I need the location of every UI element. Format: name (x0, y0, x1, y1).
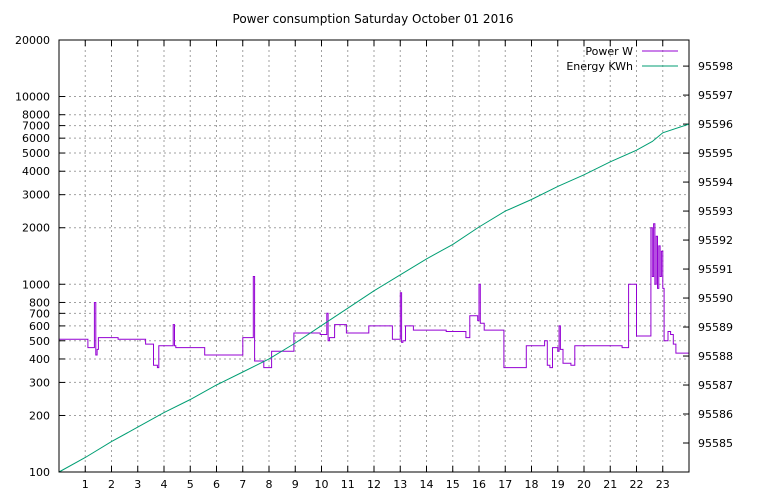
y-right-tick-label: 95598 (698, 60, 733, 73)
y-left-tick-label: 2000 (22, 222, 50, 235)
x-tick-label: 11 (341, 478, 355, 491)
grid (59, 40, 689, 472)
x-tick-label: 14 (420, 478, 434, 491)
y-left-tick-label: 5000 (22, 147, 50, 160)
y-right-tick-label: 95595 (698, 147, 733, 160)
y-left-tick-label: 6000 (22, 132, 50, 145)
y-left-tick-label: 1000 (22, 278, 50, 291)
x-tick-label: 19 (551, 478, 565, 491)
y-left-tick-label: 300 (29, 376, 50, 389)
x-tick-label: 10 (315, 478, 329, 491)
series-line-power-w (59, 223, 690, 369)
x-tick-label: 15 (446, 478, 460, 491)
y-right-tick-label: 95589 (698, 321, 733, 334)
y-right-tick-label: 95591 (698, 263, 733, 276)
chart-title: Power consumption Saturday October 01 20… (233, 12, 514, 26)
y-right-tick-label: 95596 (698, 118, 733, 131)
x-tick-label: 22 (630, 478, 644, 491)
y-left-tick-label: 3000 (22, 189, 50, 202)
x-tick-label: 6 (213, 478, 220, 491)
y-left-tick-label: 4000 (22, 165, 50, 178)
series-layer (58, 123, 690, 473)
x-tick-label: 1 (82, 478, 89, 491)
x-tick-label: 21 (603, 478, 617, 491)
x-tick-label: 13 (393, 478, 407, 491)
y-right-tick-label: 95594 (698, 176, 733, 189)
y-left-tick-label: 7000 (22, 120, 50, 133)
x-tick-label: 23 (656, 478, 670, 491)
x-tick-label: 9 (292, 478, 299, 491)
y-right-tick-label: 95590 (698, 292, 733, 305)
x-tick-label: 3 (134, 478, 141, 491)
x-tick-label: 7 (239, 478, 246, 491)
y-right-tick-label: 95588 (698, 350, 733, 363)
legend-label: Power W (585, 45, 633, 58)
y-left-tick-label: 600 (29, 320, 50, 333)
plot-frame (58, 39, 690, 473)
y-right-tick-label: 95592 (698, 234, 733, 247)
y-left-tick-label: 20000 (15, 34, 50, 47)
y-right-tick-label: 95597 (698, 89, 733, 102)
legend: Power W Energy KWh (566, 45, 678, 73)
y-left-tick-label: 10000 (15, 91, 50, 104)
x-tick-label: 8 (266, 478, 273, 491)
x-tick-label: 18 (525, 478, 539, 491)
y-left-tick-label: 400 (29, 353, 50, 366)
y-right-tick-label: 95587 (698, 379, 733, 392)
x-tick-label: 20 (577, 478, 591, 491)
x-tick-label: 17 (498, 478, 512, 491)
y-left-tick-label: 100 (29, 466, 50, 479)
x-tick-label: 5 (187, 478, 194, 491)
ticks: 1 2 3 4 5 6 7 8 9 10 11 12 13 14 15 16 17 18 19 20 21 22 23100… (15, 34, 733, 491)
x-tick-label: 12 (367, 478, 381, 491)
y-left-tick-label: 8000 (22, 109, 50, 122)
y-right-tick-label: 95586 (698, 408, 733, 421)
x-tick-label: 4 (161, 478, 168, 491)
y-left-tick-label: 500 (29, 335, 50, 348)
x-tick-label: 2 (108, 478, 115, 491)
y-left-tick-label: 700 (29, 307, 50, 320)
series-line-energy-kwh (58, 123, 690, 473)
legend-label: Energy KWh (566, 60, 633, 73)
x-tick-label: 16 (472, 478, 486, 491)
y-right-tick-label: 95585 (698, 437, 733, 450)
y-right-tick-label: 95593 (698, 205, 733, 218)
y-left-tick-label: 800 (29, 296, 50, 309)
y-left-tick-label: 200 (29, 409, 50, 422)
